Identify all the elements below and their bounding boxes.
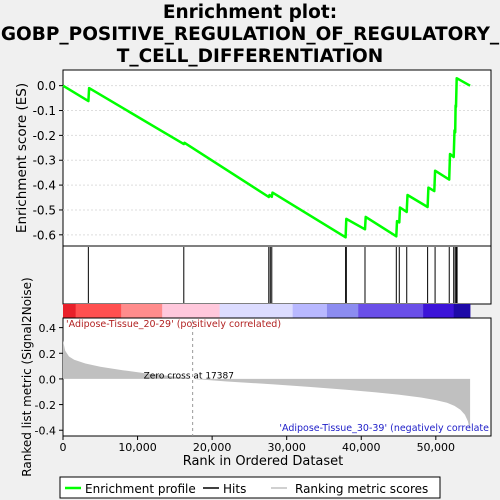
es-y-axis-label: Enrichment score (ES) <box>14 83 30 233</box>
es-y-tick-label: -0.3 <box>33 154 56 168</box>
legend-label-ranking-metric-scores: Ranking metric scores <box>295 482 428 496</box>
es-panel-background <box>62 69 492 247</box>
x-axis-ticks: 0 10,000 20,000 30,000 40,000 50,000 <box>60 436 456 454</box>
es-y-tick-label: -0.1 <box>33 104 56 118</box>
legend-box <box>59 476 441 499</box>
chart-title-line-2: GOBP_POSITIVE_REGULATION_OF_REGULATORY_ <box>0 24 500 45</box>
metric-y-tick-label: -0.2 <box>35 399 56 412</box>
es-y-tick-label: -0.5 <box>33 203 56 217</box>
heatmap-segment <box>358 304 424 318</box>
es-y-tick-label: -0.4 <box>33 179 56 193</box>
es-grid <box>63 85 491 236</box>
x-tick-label: 20,000 <box>193 441 232 454</box>
heatmap-segment <box>63 304 76 318</box>
heatmap-segment <box>326 304 359 318</box>
rank-heatmap-bar <box>63 304 471 318</box>
hit-lines <box>87 247 458 303</box>
negative-correlation-label: 'Adipose-Tissue_30-39' (negatively corre… <box>279 423 489 434</box>
es-y-tick-label: 0.0 <box>37 79 56 93</box>
legend: Enrichment profile Hits Ranking metric s… <box>59 476 441 499</box>
ranking-metric-area <box>63 340 471 432</box>
x-tick-label: 40,000 <box>342 441 381 454</box>
zero-cross-label: Zero cross at 17387 <box>144 371 234 381</box>
metric-y-tick-label: 0.2 <box>39 348 57 361</box>
es-y-tick-label: -0.2 <box>33 129 56 143</box>
positive-correlation-label: 'Adipose-Tissue_20-29' (positively corre… <box>66 319 281 330</box>
metric-y-tick-label: 0.0 <box>39 373 57 386</box>
es-y-ticks: 0.0 -0.1 -0.2 -0.3 -0.4 -0.5 -0.6 <box>33 79 63 242</box>
heatmap-segment <box>423 304 455 318</box>
metric-y-ticks: 0.4 0.2 0.0 -0.2 -0.4 <box>35 322 63 438</box>
x-tick-label: 10,000 <box>118 441 157 454</box>
x-tick-label: 50,000 <box>417 441 456 454</box>
heatmap-segment <box>75 304 122 318</box>
chart-title: Enrichment plot: GOBP_POSITIVE_REGULATIO… <box>0 2 500 68</box>
metric-y-tick-label: -0.4 <box>35 425 56 438</box>
heatmap-segment <box>162 304 220 318</box>
chart-title-line-1: Enrichment plot: <box>162 2 338 23</box>
x-axis-label: Rank in Ordered Dataset <box>183 454 344 469</box>
legend-label-enrichment-profile: Enrichment profile <box>85 482 196 496</box>
heatmap-segment <box>219 304 293 318</box>
hits-panel-background <box>62 245 492 305</box>
heatmap-segment <box>292 304 328 318</box>
x-tick-label: 30,000 <box>267 441 306 454</box>
x-tick-label: 0 <box>60 441 67 454</box>
heatmap-segment <box>453 304 471 318</box>
chart-title-line-3: T_CELL_DIFFERENTIATION <box>116 46 384 67</box>
es-y-tick-label: -0.6 <box>33 228 56 242</box>
metric-y-tick-label: 0.4 <box>39 322 57 335</box>
enrichment-profile-line <box>62 76 471 239</box>
metric-y-axis-label: Ranked list metric (Signal2Noise) <box>20 277 34 476</box>
heatmap-segment <box>121 304 163 318</box>
legend-label-hits: Hits <box>223 482 246 496</box>
